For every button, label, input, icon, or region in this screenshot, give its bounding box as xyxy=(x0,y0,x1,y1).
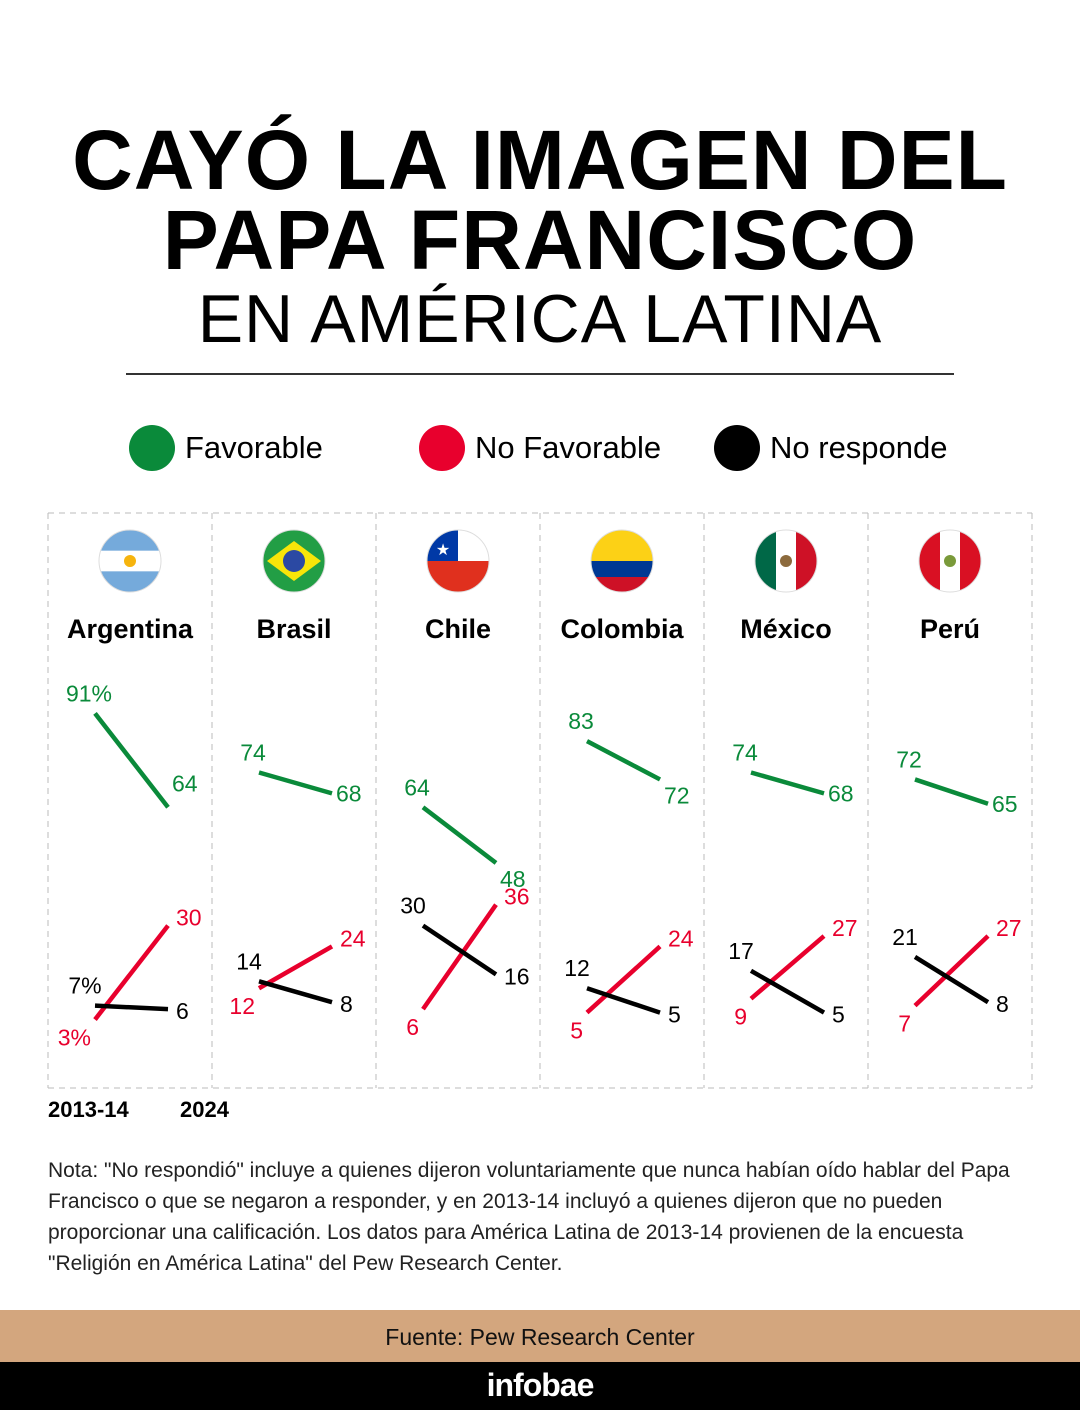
data-label-end: 72 xyxy=(664,782,690,808)
data-label-start: 7% xyxy=(68,973,101,999)
series-line-no-favorable xyxy=(585,944,662,1015)
country-label: Argentina xyxy=(67,614,194,644)
data-label-end: 68 xyxy=(828,780,854,806)
series-line-no-responde xyxy=(94,1003,169,1012)
red-dot-icon xyxy=(419,425,465,471)
data-label-start: 12 xyxy=(229,993,255,1019)
series-line-favorable xyxy=(585,739,662,782)
brazil-flag-icon xyxy=(263,530,325,592)
data-label-end: 36 xyxy=(504,884,530,910)
data-label-end: 65 xyxy=(992,791,1018,817)
legend-no-responde: No responde xyxy=(714,425,948,471)
data-label-end: 24 xyxy=(668,925,694,951)
footnote: Nota: "No respondió" incluye a quienes d… xyxy=(48,1159,1010,1275)
legend-no-favorable: No Favorable xyxy=(419,425,661,471)
brand-logo: infobae xyxy=(0,1362,1080,1410)
year-end-label: 2024 xyxy=(180,1097,229,1122)
data-label-start: 74 xyxy=(240,739,266,765)
legend-favorable: Favorable xyxy=(129,425,323,471)
panel-chile: ★ Chile 64 48 6 36 30 16 xyxy=(400,529,530,1040)
data-label-end: 16 xyxy=(504,963,530,989)
data-label-start: 12 xyxy=(564,955,590,981)
legend-label: No responde xyxy=(770,430,948,465)
country-label: México xyxy=(740,614,832,644)
country-label: Colombia xyxy=(560,614,684,644)
country-label: Brasil xyxy=(256,614,331,644)
data-label-start: 74 xyxy=(732,739,758,765)
series-line-no-favorable xyxy=(93,924,170,1021)
series-line-no-responde xyxy=(749,968,826,1015)
data-label-end: 24 xyxy=(340,925,366,951)
series-line-no-responde xyxy=(586,986,661,1015)
country-label: Perú xyxy=(920,614,980,644)
data-label-start: 64 xyxy=(404,774,430,800)
argentina-flag-icon xyxy=(99,530,161,592)
subtitle: EN AMÉRICA LATINA xyxy=(197,281,883,357)
series-line-favorable xyxy=(421,805,498,865)
series-line-no-favorable xyxy=(913,934,990,1008)
slope-chart: Argentina91%643%307%6Brasil74681224148★C… xyxy=(47,512,1033,1089)
data-label-end: 48 xyxy=(500,866,526,892)
series-line-no-responde xyxy=(913,955,990,1005)
svg-text:★: ★ xyxy=(436,542,450,559)
series-line-favorable xyxy=(914,777,989,806)
series-line-favorable xyxy=(93,711,170,809)
legend-label: No Favorable xyxy=(475,430,662,465)
peru-flag-icon xyxy=(919,530,981,592)
data-label-start: 72 xyxy=(896,746,922,772)
green-dot-icon xyxy=(129,425,175,471)
data-label-start: 14 xyxy=(236,948,262,974)
series-line-no-favorable xyxy=(257,944,334,991)
data-label-start: 6 xyxy=(406,1014,419,1040)
data-label-start: 30 xyxy=(400,893,426,919)
title-line-1: CAYÓ LA IMAGEN DEL xyxy=(72,113,1008,207)
data-label-end: 27 xyxy=(996,915,1022,941)
data-label-start: 5 xyxy=(570,1018,583,1044)
divider xyxy=(126,373,954,375)
data-label-end: 6 xyxy=(176,998,189,1024)
data-label-start: 7 xyxy=(898,1011,911,1037)
data-label-start: 3% xyxy=(58,1025,91,1051)
data-label-end: 30 xyxy=(176,905,202,931)
panel-argentina: Argentina 91% 64 3% 30 7% 6 xyxy=(58,529,202,1051)
series-line-no-favorable xyxy=(421,903,498,1011)
panel-brasil: Brasil 74 68 12 24 14 8 xyxy=(229,529,366,1019)
mexico-flag-icon xyxy=(755,530,817,592)
data-label-end: 64 xyxy=(172,770,198,796)
series-line-no-responde xyxy=(258,979,333,1005)
data-label-end: 68 xyxy=(336,780,362,806)
data-label-end: 8 xyxy=(996,991,1009,1017)
legend-label: Favorable xyxy=(185,430,323,465)
data-label-start: 9 xyxy=(734,1004,747,1030)
panel-colombia: Colombia 83 72 5 24 12 5 xyxy=(560,529,694,1044)
panel-méxico: México 74 68 9 27 17 5 xyxy=(728,529,858,1030)
title-line-2: PAPA FRANCISCO xyxy=(162,193,918,287)
data-label-start: 83 xyxy=(568,708,594,734)
country-label: Chile xyxy=(425,614,491,644)
black-dot-icon xyxy=(714,425,760,471)
series-line-favorable xyxy=(750,770,825,796)
series-line-no-favorable xyxy=(749,934,826,1001)
series-line-favorable xyxy=(258,770,333,796)
data-label-start: 17 xyxy=(728,938,754,964)
data-label-end: 8 xyxy=(340,991,353,1017)
data-label-start: 91% xyxy=(66,680,112,706)
series-line-no-responde xyxy=(421,923,498,977)
data-label-start: 21 xyxy=(892,924,918,950)
year-start-label: 2013-14 xyxy=(48,1097,129,1122)
data-label-end: 5 xyxy=(832,1002,845,1028)
data-label-end: 27 xyxy=(832,915,858,941)
panel-perú: Perú 72 65 7 27 21 8 xyxy=(892,529,1022,1037)
source: Fuente: Pew Research Center xyxy=(0,1310,1080,1362)
chile-flag-icon: ★ xyxy=(427,530,489,592)
data-label-end: 5 xyxy=(668,1002,681,1028)
